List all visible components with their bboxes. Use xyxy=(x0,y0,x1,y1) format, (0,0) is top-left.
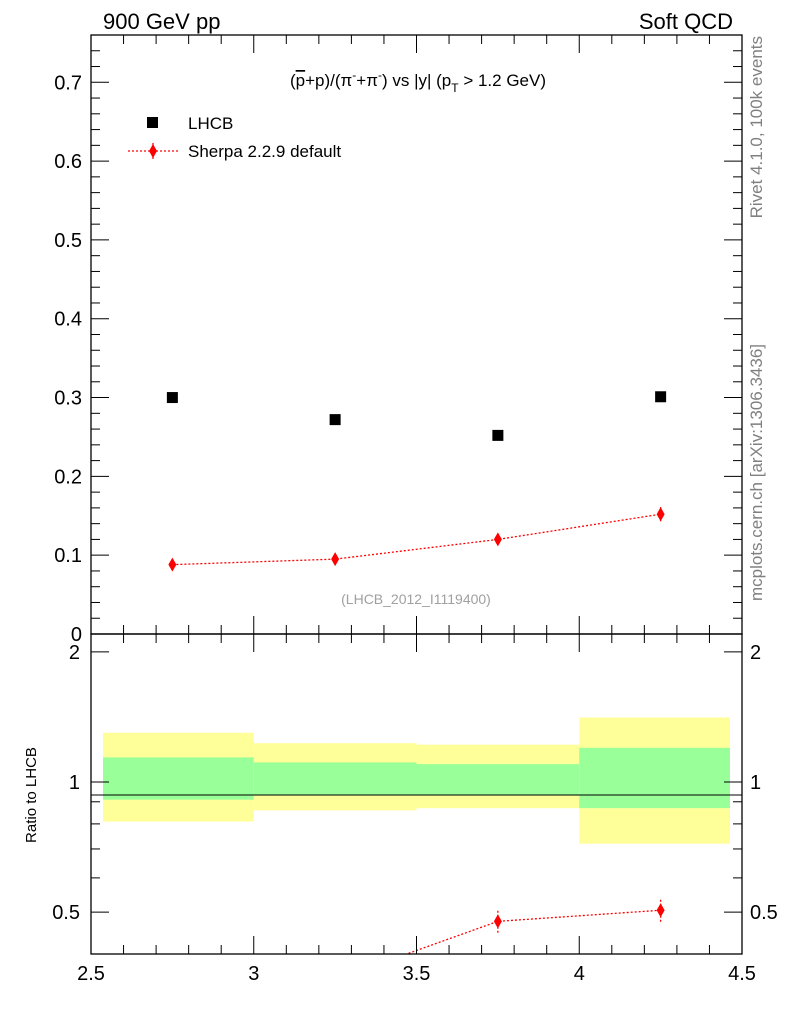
ratio-bands xyxy=(103,717,730,844)
ratio-sherpa-point xyxy=(331,973,339,987)
sherpa-point xyxy=(331,552,340,567)
ratio-ytick-label-left: 2 xyxy=(69,642,80,664)
x-tick-label: 4.5 xyxy=(728,963,756,985)
ratio-band-inner xyxy=(103,757,254,800)
ratio-y-axis-label: Ratio to LHCB xyxy=(23,747,40,843)
legend-lhcb-label: LHCB xyxy=(188,114,233,133)
ratio-ytick-label-right: 1 xyxy=(750,772,761,794)
ratio-band-inner xyxy=(416,764,580,796)
main-ytick-label: 0.6 xyxy=(54,151,82,173)
lhcb-point xyxy=(492,429,504,441)
x-tick-labels: 2.5 3 3.5 4 4.5 xyxy=(77,963,756,985)
main-ytick-label: 0 xyxy=(71,624,82,646)
main-ticks xyxy=(90,35,743,635)
legend: LHCB Sherpa 2.2.9 default xyxy=(128,114,341,161)
ratio-ytick-label-right: 0.5 xyxy=(750,902,778,924)
ratio-ticks xyxy=(90,634,743,955)
x-tick-label: 3.5 xyxy=(403,963,431,985)
sherpa-point xyxy=(168,557,177,572)
header-right: Soft QCD xyxy=(639,9,733,34)
x-tick-label: 4 xyxy=(574,963,585,985)
pbar-symbol: p xyxy=(296,71,305,90)
ratio-series xyxy=(168,899,665,1019)
legend-sherpa-marker xyxy=(149,144,157,158)
analysis-watermark: (LHCB_2012_I1119400) xyxy=(341,591,491,607)
ratio-sherpa-line xyxy=(404,909,661,954)
lhcb-point xyxy=(655,391,667,403)
header-left: 900 GeV pp xyxy=(103,9,220,34)
mcplots-label: mcplots.cern.ch [arXiv:1306.3436] xyxy=(747,344,766,601)
ratio-sherpa-point xyxy=(493,914,502,929)
main-ytick-label: 0.5 xyxy=(54,230,82,252)
x-tick-label: 2.5 xyxy=(77,963,105,985)
main-ytick-label: 0.2 xyxy=(54,466,82,488)
ratio-sherpa-point xyxy=(656,903,665,918)
ratio-sherpa-point xyxy=(168,1005,176,1019)
main-ytick-label: 0.3 xyxy=(54,388,82,410)
main-y-tick-labels: 0 0.1 0.2 0.3 0.4 0.5 0.6 0.7 xyxy=(54,72,82,646)
ratio-ytick-label-left: 1 xyxy=(69,772,80,794)
main-series xyxy=(166,391,667,572)
ratio-series-group xyxy=(168,899,665,1019)
main-ytick-label: 0.1 xyxy=(54,545,82,567)
sherpa-line xyxy=(172,513,661,566)
lhcb-point xyxy=(329,414,341,426)
ratio-frame xyxy=(90,633,743,955)
plot-title: (p+p)/(π-+π-) vs |y| (pT > 1.2 GeV) xyxy=(290,68,546,95)
rivet-label: Rivet 4.1.0, 100k events xyxy=(747,36,766,218)
lhcb-point xyxy=(166,392,178,404)
ratio-y-tick-labels: 0.5 0.5 1 1 2 2 xyxy=(52,642,778,924)
main-ytick-label: 0.4 xyxy=(54,309,82,331)
ratio-band-inner xyxy=(579,747,730,809)
ratio-ytick-label-left: 0.5 xyxy=(52,902,80,924)
legend-sherpa-label: Sherpa 2.2.9 default xyxy=(188,142,341,161)
ratio-band-inner xyxy=(253,762,417,796)
ratio-panel: 0.5 0.5 1 1 2 2 2.5 3 3.5 4 4.5 Ratio to LHCB xyxy=(23,633,778,1019)
ratio-ytick-label-right: 2 xyxy=(750,642,761,664)
sherpa-point xyxy=(493,532,502,547)
legend-lhcb-marker xyxy=(147,117,158,128)
main-ytick-label: 0.7 xyxy=(54,72,82,94)
main-panel: 0 0.1 0.2 0.3 0.4 0.5 0.6 0.7 (p+p)/(π-+π-) vs … xyxy=(54,34,743,646)
sherpa-point xyxy=(656,507,665,522)
x-tick-label: 3 xyxy=(248,963,259,985)
